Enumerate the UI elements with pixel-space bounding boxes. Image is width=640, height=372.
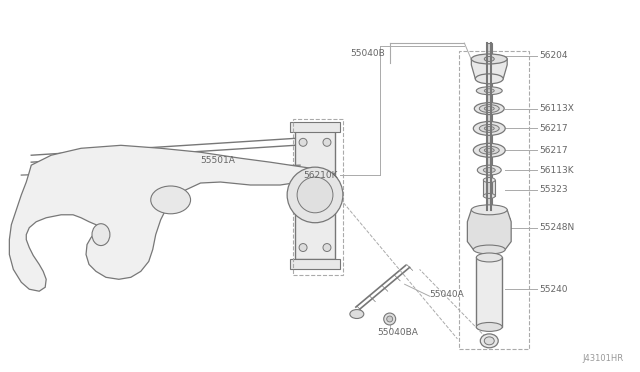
Ellipse shape [474,245,505,254]
Text: 56113X: 56113X [539,104,574,113]
Ellipse shape [476,253,502,262]
Text: 55323: 55323 [539,186,568,195]
Ellipse shape [484,337,494,345]
Ellipse shape [471,205,507,215]
Text: 56113K: 56113K [539,166,573,174]
Ellipse shape [474,122,505,135]
Ellipse shape [483,193,495,198]
Text: 55040A: 55040A [429,290,464,299]
Ellipse shape [483,177,495,183]
Text: 55040BA: 55040BA [377,328,418,337]
Ellipse shape [479,105,499,113]
Text: J43101HR: J43101HR [582,354,623,363]
Circle shape [297,177,333,213]
Ellipse shape [151,186,191,214]
Ellipse shape [476,74,503,84]
Ellipse shape [474,103,504,115]
Text: 56204: 56204 [539,51,568,61]
Ellipse shape [350,310,364,318]
Bar [487,43,492,257]
Ellipse shape [476,323,502,331]
Ellipse shape [92,224,110,246]
Ellipse shape [387,316,393,322]
Ellipse shape [471,54,507,64]
Ellipse shape [479,146,499,154]
Bar [483,180,495,196]
Bar [290,259,340,269]
Text: 55248N: 55248N [539,223,574,232]
Polygon shape [10,145,320,291]
Ellipse shape [484,89,494,93]
Ellipse shape [474,143,505,157]
Circle shape [323,138,331,146]
Ellipse shape [480,334,498,348]
Text: 56210K: 56210K [303,171,338,180]
Bar [295,131,335,259]
Circle shape [299,138,307,146]
Bar [293,119,343,275]
Ellipse shape [484,57,494,61]
Polygon shape [467,210,511,250]
Polygon shape [471,59,507,79]
Ellipse shape [484,148,494,152]
Ellipse shape [484,107,494,110]
Circle shape [287,167,343,223]
Ellipse shape [384,313,396,325]
Text: 56217: 56217 [539,124,568,133]
Ellipse shape [484,126,494,131]
Text: 56217: 56217 [539,146,568,155]
Bar [476,257,502,327]
Text: 55040B: 55040B [350,48,385,58]
Text: 55501A: 55501A [200,156,236,165]
Circle shape [299,244,307,251]
Circle shape [323,244,331,251]
Text: 55240: 55240 [539,285,568,294]
Bar [460,51,529,349]
Ellipse shape [479,125,499,132]
Bar [290,122,340,132]
Ellipse shape [476,87,502,95]
Ellipse shape [483,168,495,173]
Ellipse shape [477,165,501,175]
